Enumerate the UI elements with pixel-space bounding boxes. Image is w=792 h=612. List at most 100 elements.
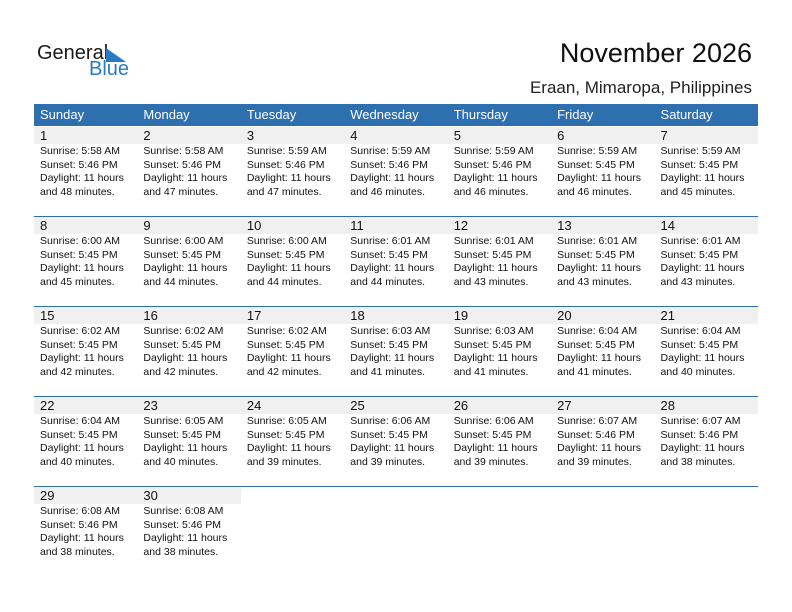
weekday-tuesday: Tuesday — [246, 107, 297, 122]
daylight-hours: Daylight: 11 hours — [557, 442, 641, 454]
sunset-time: Sunset: 5:46 PM — [40, 518, 118, 531]
daylight-minutes: and 42 minutes. — [143, 365, 219, 378]
daylight-minutes: and 38 minutes. — [143, 545, 219, 558]
sunrise-time: Sunrise: 6:05 AM — [246, 415, 327, 427]
weekday-monday: Monday — [143, 107, 190, 122]
sunset-time: Sunset: 5:45 PM — [453, 338, 532, 351]
sunset-time: Sunset: 5:45 PM — [660, 248, 739, 261]
sunset-time: Sunset: 5:45 PM — [40, 248, 118, 261]
sunrise-time: Sunrise: 6:02 AM — [246, 325, 327, 337]
sunrise-time: Sunrise: 6:03 AM — [350, 325, 431, 337]
day-number: 3 — [240, 127, 345, 144]
daylight-hours: Daylight: 11 hours — [660, 442, 745, 454]
daylight-minutes: and 39 minutes. — [453, 455, 529, 468]
daylight-hours: Daylight: 11 hours — [40, 262, 124, 274]
day-number: 18 — [344, 307, 448, 324]
sunrise-time: Sunrise: 6:04 AM — [557, 325, 638, 337]
daylight-minutes: and 43 minutes. — [453, 275, 529, 288]
day-cell: 22 Sunrise: 6:04 AM Sunset: 5:45 PM Dayligh… — [34, 397, 138, 487]
sunrise-time: Sunrise: 6:05 AM — [143, 415, 224, 427]
day-cell: 5 Sunrise: 5:59 AM Sunset: 5:46 PM Daylight… — [447, 127, 552, 217]
daylight-minutes: and 39 minutes. — [557, 455, 632, 468]
day-cell: 8 Sunrise: 6:00 AM Sunset: 5:45 PM Daylight… — [34, 217, 138, 307]
sunset-time: Sunset: 5:45 PM — [143, 338, 222, 351]
daylight-minutes: and 46 minutes. — [350, 185, 425, 198]
day-cell: 26 Sunrise: 6:06 AM Sunset: 5:45 PM Dayligh… — [447, 397, 552, 487]
empty-cell — [241, 487, 344, 577]
day-number: 21 — [654, 307, 758, 324]
daylight-minutes: and 44 minutes. — [143, 275, 219, 288]
sunset-time: Sunset: 5:45 PM — [350, 428, 428, 441]
daylight-minutes: and 48 minutes. — [40, 185, 115, 198]
day-cell: 25 Sunrise: 6:06 AM Sunset: 5:45 PM Dayligh… — [344, 397, 448, 487]
day-cell: 24 Sunrise: 6:05 AM Sunset: 5:45 PM Dayligh… — [240, 397, 345, 487]
daylight-minutes: and 45 minutes. — [660, 185, 736, 198]
sunset-time: Sunset: 5:45 PM — [246, 248, 325, 261]
empty-cell — [448, 487, 551, 577]
sunset-time: Sunset: 5:45 PM — [557, 158, 635, 171]
sunset-time: Sunset: 5:45 PM — [143, 248, 222, 261]
sunrise-time: Sunrise: 6:02 AM — [143, 325, 224, 337]
daylight-minutes: and 46 minutes. — [453, 185, 529, 198]
day-cell: 9 Sunrise: 6:00 AM Sunset: 5:45 PM Daylight… — [137, 217, 241, 307]
sunrise-time: Sunrise: 6:04 AM — [660, 325, 741, 337]
week-row: 15 Sunrise: 6:02 AM Sunset: 5:45 PM Dayligh… — [34, 306, 758, 397]
day-number: 27 — [551, 397, 655, 414]
day-number: 24 — [240, 397, 345, 414]
day-number: 10 — [240, 217, 345, 234]
sunset-time: Sunset: 5:46 PM — [246, 158, 325, 171]
sunrise-time: Sunrise: 6:08 AM — [40, 505, 120, 517]
day-cell: 13 Sunrise: 6:01 AM Sunset: 5:45 PM Dayligh… — [551, 217, 655, 307]
daylight-minutes: and 40 minutes. — [40, 455, 115, 468]
daylight-hours: Daylight: 11 hours — [557, 172, 641, 184]
day-number: 4 — [344, 127, 448, 144]
daylight-hours: Daylight: 11 hours — [40, 352, 124, 364]
day-cell: 10 Sunrise: 6:00 AM Sunset: 5:45 PM Dayligh… — [240, 217, 345, 307]
daylight-minutes: and 42 minutes. — [246, 365, 322, 378]
logo-triangle-icon — [106, 48, 126, 62]
weekday-friday: Friday — [557, 107, 594, 122]
sunrise-time: Sunrise: 5:59 AM — [246, 145, 327, 157]
sunset-time: Sunset: 5:45 PM — [40, 428, 118, 441]
day-number: 2 — [137, 127, 241, 144]
daylight-minutes: and 40 minutes. — [660, 365, 736, 378]
sunrise-time: Sunrise: 6:07 AM — [660, 415, 741, 427]
sunrise-time: Sunrise: 5:58 AM — [143, 145, 224, 157]
day-number: 9 — [137, 217, 241, 234]
logo-blue: Blue — [89, 58, 130, 80]
day-number: 8 — [34, 217, 138, 234]
day-cell: 7 Sunrise: 5:59 AM Sunset: 5:45 PM Daylight… — [654, 127, 758, 217]
day-number: 22 — [34, 397, 138, 414]
day-cell: 2 Sunrise: 5:58 AM Sunset: 5:46 PM Daylight… — [137, 127, 241, 217]
sunset-time: Sunset: 5:45 PM — [453, 248, 532, 261]
day-cell: 29 Sunrise: 6:08 AM Sunset: 5:46 PM Dayligh… — [34, 487, 138, 577]
daylight-minutes: and 41 minutes. — [557, 365, 632, 378]
daylight-hours: Daylight: 11 hours — [557, 352, 641, 364]
sunrise-time: Sunrise: 6:08 AM — [143, 505, 224, 517]
day-number: 13 — [551, 217, 655, 234]
sunset-time: Sunset: 5:45 PM — [143, 428, 222, 441]
weekday-wednesday: Wednesday — [350, 107, 419, 122]
day-number: 15 — [34, 307, 138, 324]
day-cell: 27 Sunrise: 6:07 AM Sunset: 5:46 PM Dayligh… — [551, 397, 655, 487]
sunset-time: Sunset: 5:46 PM — [40, 158, 118, 171]
empty-cell — [344, 487, 447, 577]
sunset-time: Sunset: 5:45 PM — [557, 338, 635, 351]
daylight-hours: Daylight: 11 hours — [143, 352, 228, 364]
daylight-hours: Daylight: 11 hours — [350, 442, 435, 454]
day-cell: 14 Sunrise: 6:01 AM Sunset: 5:45 PM Dayligh… — [654, 217, 758, 307]
week-row: 1 Sunrise: 5:58 AM Sunset: 5:46 PM Daylight… — [34, 127, 758, 217]
daylight-minutes: and 41 minutes. — [453, 365, 529, 378]
week-row: 22 Sunrise: 6:04 AM Sunset: 5:45 PM Dayligh… — [34, 396, 758, 487]
day-cell: 19 Sunrise: 6:03 AM Sunset: 5:45 PM Dayligh… — [447, 307, 552, 397]
day-cell: 6 Sunrise: 5:59 AM Sunset: 5:45 PM Daylight… — [551, 127, 655, 217]
sunset-time: Sunset: 5:45 PM — [453, 428, 532, 441]
sunset-time: Sunset: 5:45 PM — [660, 338, 739, 351]
daylight-hours: Daylight: 11 hours — [143, 262, 228, 274]
sunrise-time: Sunrise: 5:59 AM — [660, 145, 741, 157]
daylight-hours: Daylight: 11 hours — [40, 442, 124, 454]
daylight-minutes: and 39 minutes. — [246, 455, 322, 468]
sunrise-time: Sunrise: 5:59 AM — [350, 145, 431, 157]
sunset-time: Sunset: 5:46 PM — [453, 158, 532, 171]
